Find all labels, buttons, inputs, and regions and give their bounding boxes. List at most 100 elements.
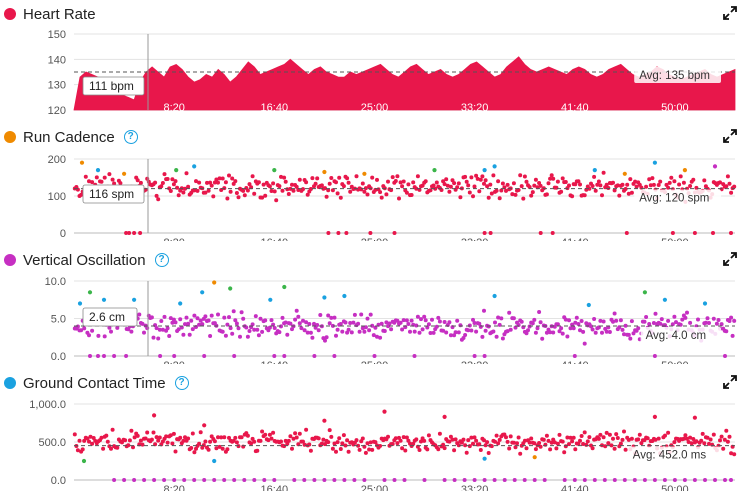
average-label: Avg: 4.0 cm [646,330,707,342]
outlier-point [482,168,487,173]
data-point [522,174,527,179]
data-point [327,181,332,186]
data-point [301,439,305,444]
data-point [288,186,293,191]
zero-point [124,231,129,235]
data-point [165,326,170,331]
data-point [428,331,433,335]
data-point [456,443,461,448]
data-point [343,320,348,325]
vertical-oscillation-chart[interactable]: 10.0 5.0 0.0 8:20 16:40 25:00 33:20 41:40 50:00 A… [0,274,747,364]
data-point [170,320,175,325]
data-point [401,435,406,440]
x-tick-label: 16:40 [261,102,289,114]
data-point [274,198,279,203]
data-point [722,437,727,442]
outlier-point [642,290,648,295]
data-point [301,318,305,323]
data-point [375,177,379,182]
data-point [195,316,200,321]
data-point [291,188,296,193]
data-point [647,177,652,182]
data-point [414,437,419,442]
data-point [596,436,601,441]
data-point [129,329,134,334]
data-point [104,433,109,438]
data-point [359,312,364,317]
data-point [363,450,368,455]
expand-icon[interactable] [723,252,737,266]
data-point [423,318,428,323]
data-point [302,328,307,333]
data-point [708,437,713,442]
data-point [544,433,549,438]
data-point [162,314,167,319]
run-cadence-chart[interactable]: 200 100 0 8:20 16:40 25:00 33:20 41:40 50:00 Avg:… [0,151,747,241]
x-tick-label: 41:40 [561,237,589,241]
data-point [656,183,661,187]
x-tick-label: 16:40 [261,360,289,364]
data-point [286,438,291,443]
data-point [471,194,475,199]
ground-contact-time-chart[interactable]: 1,000.0 500.0 0.0 8:20 16:40 25:00 33:20 41:40 5… [0,397,747,491]
data-point [319,183,324,188]
data-point [522,438,527,443]
data-point [732,184,737,189]
data-point [362,329,367,334]
data-point [294,435,299,440]
zero-point [202,478,207,482]
data-point [79,192,84,197]
zero-point [312,478,317,482]
expand-icon[interactable] [723,375,737,389]
data-point [533,330,538,335]
expand-icon[interactable] [723,129,737,143]
zero-point [326,231,331,235]
data-point [326,313,331,318]
x-tick-label: 8:20 [163,484,184,491]
data-point [357,447,362,452]
outlier-point [586,302,591,308]
help-circle-icon[interactable]: ? [174,376,189,390]
data-point [223,333,228,338]
data-point [203,314,208,319]
data-point [670,322,675,327]
data-point [667,180,672,185]
data-point [297,321,302,326]
y-tick-label: 1,000.0 [29,399,66,411]
x-tick-label: 33:20 [461,237,489,241]
data-point [398,320,403,325]
zero-point [202,354,207,358]
expand-icon[interactable] [723,6,737,20]
data-point [463,174,468,179]
data-point [234,440,239,445]
data-point [455,185,460,190]
data-point [252,327,257,332]
data-point [315,176,320,181]
average-label-bg [627,446,721,463]
data-point [400,327,405,332]
data-point [629,319,634,324]
average-label-bg [634,67,721,83]
data-point [519,184,524,189]
zero-point [392,478,397,482]
y-tick-label: 200 [48,154,66,166]
data-point [606,441,611,446]
data-point [642,319,647,324]
data-point [521,196,526,201]
heart-rate-chart[interactable]: 150 140 130 120 8:20 16:40 25:00 33:20 41:40 50:0… [0,26,747,114]
data-point [194,179,198,184]
data-point [658,179,663,184]
help-circle-icon[interactable]: ? [154,253,169,267]
data-point [346,180,351,185]
zero-point [542,478,547,482]
data-point [595,182,600,187]
data-point [607,432,612,437]
data-point [228,189,233,194]
data-point [162,172,167,177]
data-point [645,436,650,441]
data-point [142,330,146,335]
help-circle-icon[interactable]: ? [123,130,138,144]
data-point [386,179,390,184]
zero-point [352,478,357,482]
data-point [430,317,434,322]
